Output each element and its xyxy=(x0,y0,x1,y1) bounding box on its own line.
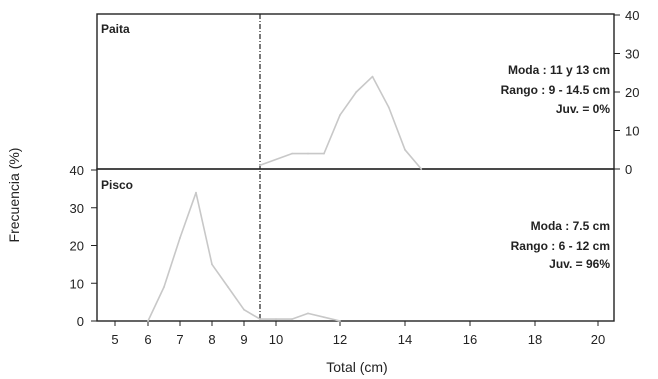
pisco-data-point xyxy=(227,286,229,288)
pisco-annotation-juv: Juv. = 96% xyxy=(549,257,610,271)
paita-data-point xyxy=(371,75,374,78)
paita-y-tick-label: 30 xyxy=(625,47,639,62)
pisco-data-point xyxy=(259,318,261,321)
pisco-frequency-line xyxy=(147,191,341,322)
pisco-annotation-moda: Moda : 7.5 cm xyxy=(531,219,610,233)
pisco-data-point xyxy=(339,320,341,322)
paita-data-point xyxy=(387,106,390,109)
pisco-data-point xyxy=(291,318,293,321)
pisco-y-tick-label: 0 xyxy=(77,314,84,329)
pisco-data-point xyxy=(147,320,149,322)
paita-data-point xyxy=(420,168,423,170)
pisco-data-point xyxy=(275,318,277,321)
x-tick-label: 5 xyxy=(111,332,118,347)
pisco-annotation-rango: Rango : 6 - 12 cm xyxy=(511,239,610,253)
paita-data-point xyxy=(339,114,341,116)
paita-data-point xyxy=(355,91,358,93)
paita-annotation-rango: Rango : 9 - 14.5 cm xyxy=(501,83,610,97)
y-axis-title: Frecuencia (%) xyxy=(6,148,22,243)
pisco-y-tick-label: 40 xyxy=(70,163,84,178)
x-tick-label: 6 xyxy=(144,332,151,347)
x-tick-label: 7 xyxy=(176,332,183,347)
paita-data-point xyxy=(323,152,325,155)
pisco-y-tick-label: 20 xyxy=(70,239,84,254)
paita-data-point xyxy=(259,164,261,167)
x-tick-label: 10 xyxy=(269,332,283,347)
pisco-data-point xyxy=(195,191,197,194)
pisco-data-point xyxy=(211,263,213,266)
pisco-panel-label: Pisco xyxy=(101,178,133,192)
paita-panel-label: Paita xyxy=(101,22,130,36)
paita-annotation-juv: Juv. = 0% xyxy=(556,102,610,116)
paita-annotation-moda: Moda : 11 y 13 cm xyxy=(508,63,610,77)
paita-y-tick-label: 10 xyxy=(625,124,639,139)
x-tick-label: 14 xyxy=(398,332,412,347)
x-axis-title: Total (cm) xyxy=(326,359,387,375)
x-tick-label: 20 xyxy=(591,332,605,347)
paita-y-tick-label: 20 xyxy=(625,85,639,100)
paita-data-point xyxy=(291,152,293,155)
paita-y-tick-label: 0 xyxy=(625,162,632,177)
paita-data-point xyxy=(404,148,406,151)
x-tick-label: 9 xyxy=(240,332,247,347)
paita-frequency-line xyxy=(259,75,422,170)
x-tick-label: 12 xyxy=(333,332,347,347)
x-tick-label: 8 xyxy=(208,332,215,347)
pisco-y-tick-label: 30 xyxy=(70,201,84,216)
pisco-data-point xyxy=(307,312,309,315)
paita-data-point xyxy=(307,152,309,155)
pisco-y-tick-label: 10 xyxy=(70,276,84,291)
x-tick-label: 18 xyxy=(528,332,542,347)
x-tick-label: 16 xyxy=(463,332,477,347)
pisco-data-point xyxy=(323,316,325,319)
pisco-data-point xyxy=(243,308,245,311)
paita-y-tick-label: 40 xyxy=(625,8,639,23)
pisco-data-point xyxy=(163,286,165,288)
pisco-data-point xyxy=(179,237,181,239)
